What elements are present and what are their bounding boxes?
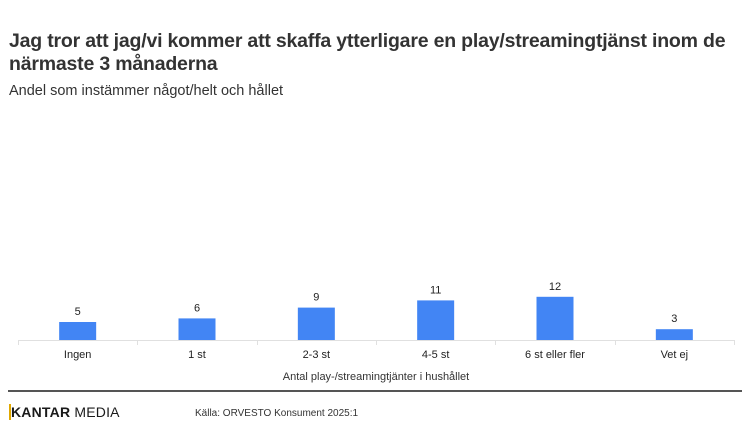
bar-1-st bbox=[178, 318, 216, 340]
x-tick-label: Ingen bbox=[64, 349, 92, 361]
kantar-media-logo: KANTAR MEDIA bbox=[9, 404, 120, 420]
data-label: 5 bbox=[75, 306, 81, 318]
x-tick-label: 2-3 st bbox=[303, 349, 331, 361]
chart-title: Jag tror att jag/vi kommer att skaffa yt… bbox=[9, 30, 726, 75]
labels-layer: 5 Ingen 6 1 st 9 2-3 st 11 4-5 st 12 6 st eller f… bbox=[64, 281, 688, 361]
source-note: Källa: ORVESTO Konsument 2025:1 bbox=[195, 408, 359, 419]
axis-layer bbox=[18, 340, 735, 345]
bar-ingen bbox=[59, 322, 97, 340]
data-label: 3 bbox=[671, 313, 677, 325]
chart-subtitle: Andel som instämmer något/helt och hålle… bbox=[9, 83, 284, 99]
bar-vet-ej bbox=[655, 329, 693, 340]
data-label: 9 bbox=[313, 292, 319, 304]
data-label: 11 bbox=[430, 284, 441, 296]
x-tick-label: 4-5 st bbox=[422, 349, 450, 361]
x-tick-label: 1 st bbox=[188, 349, 206, 361]
x-tick-label: Vet ej bbox=[661, 349, 689, 361]
bar-4-5-st bbox=[417, 300, 455, 340]
bars-layer bbox=[59, 296, 693, 340]
logo-bold: KANTAR bbox=[9, 404, 71, 420]
footer-divider bbox=[8, 390, 742, 392]
bar-chart: 5 Ingen 6 1 st 9 2-3 st 11 4-5 st 12 6 st eller f… bbox=[18, 281, 735, 383]
x-axis-title: Antal play-/streamingtjänter i hushållet bbox=[283, 371, 469, 383]
logo-light: MEDIA bbox=[70, 404, 120, 420]
bar-6-st-eller-fler bbox=[536, 296, 574, 340]
data-label: 6 bbox=[194, 302, 200, 314]
x-tick-label: 6 st eller fler bbox=[525, 349, 585, 361]
data-label: 12 bbox=[549, 281, 561, 293]
bar-2-3-st bbox=[297, 307, 335, 340]
